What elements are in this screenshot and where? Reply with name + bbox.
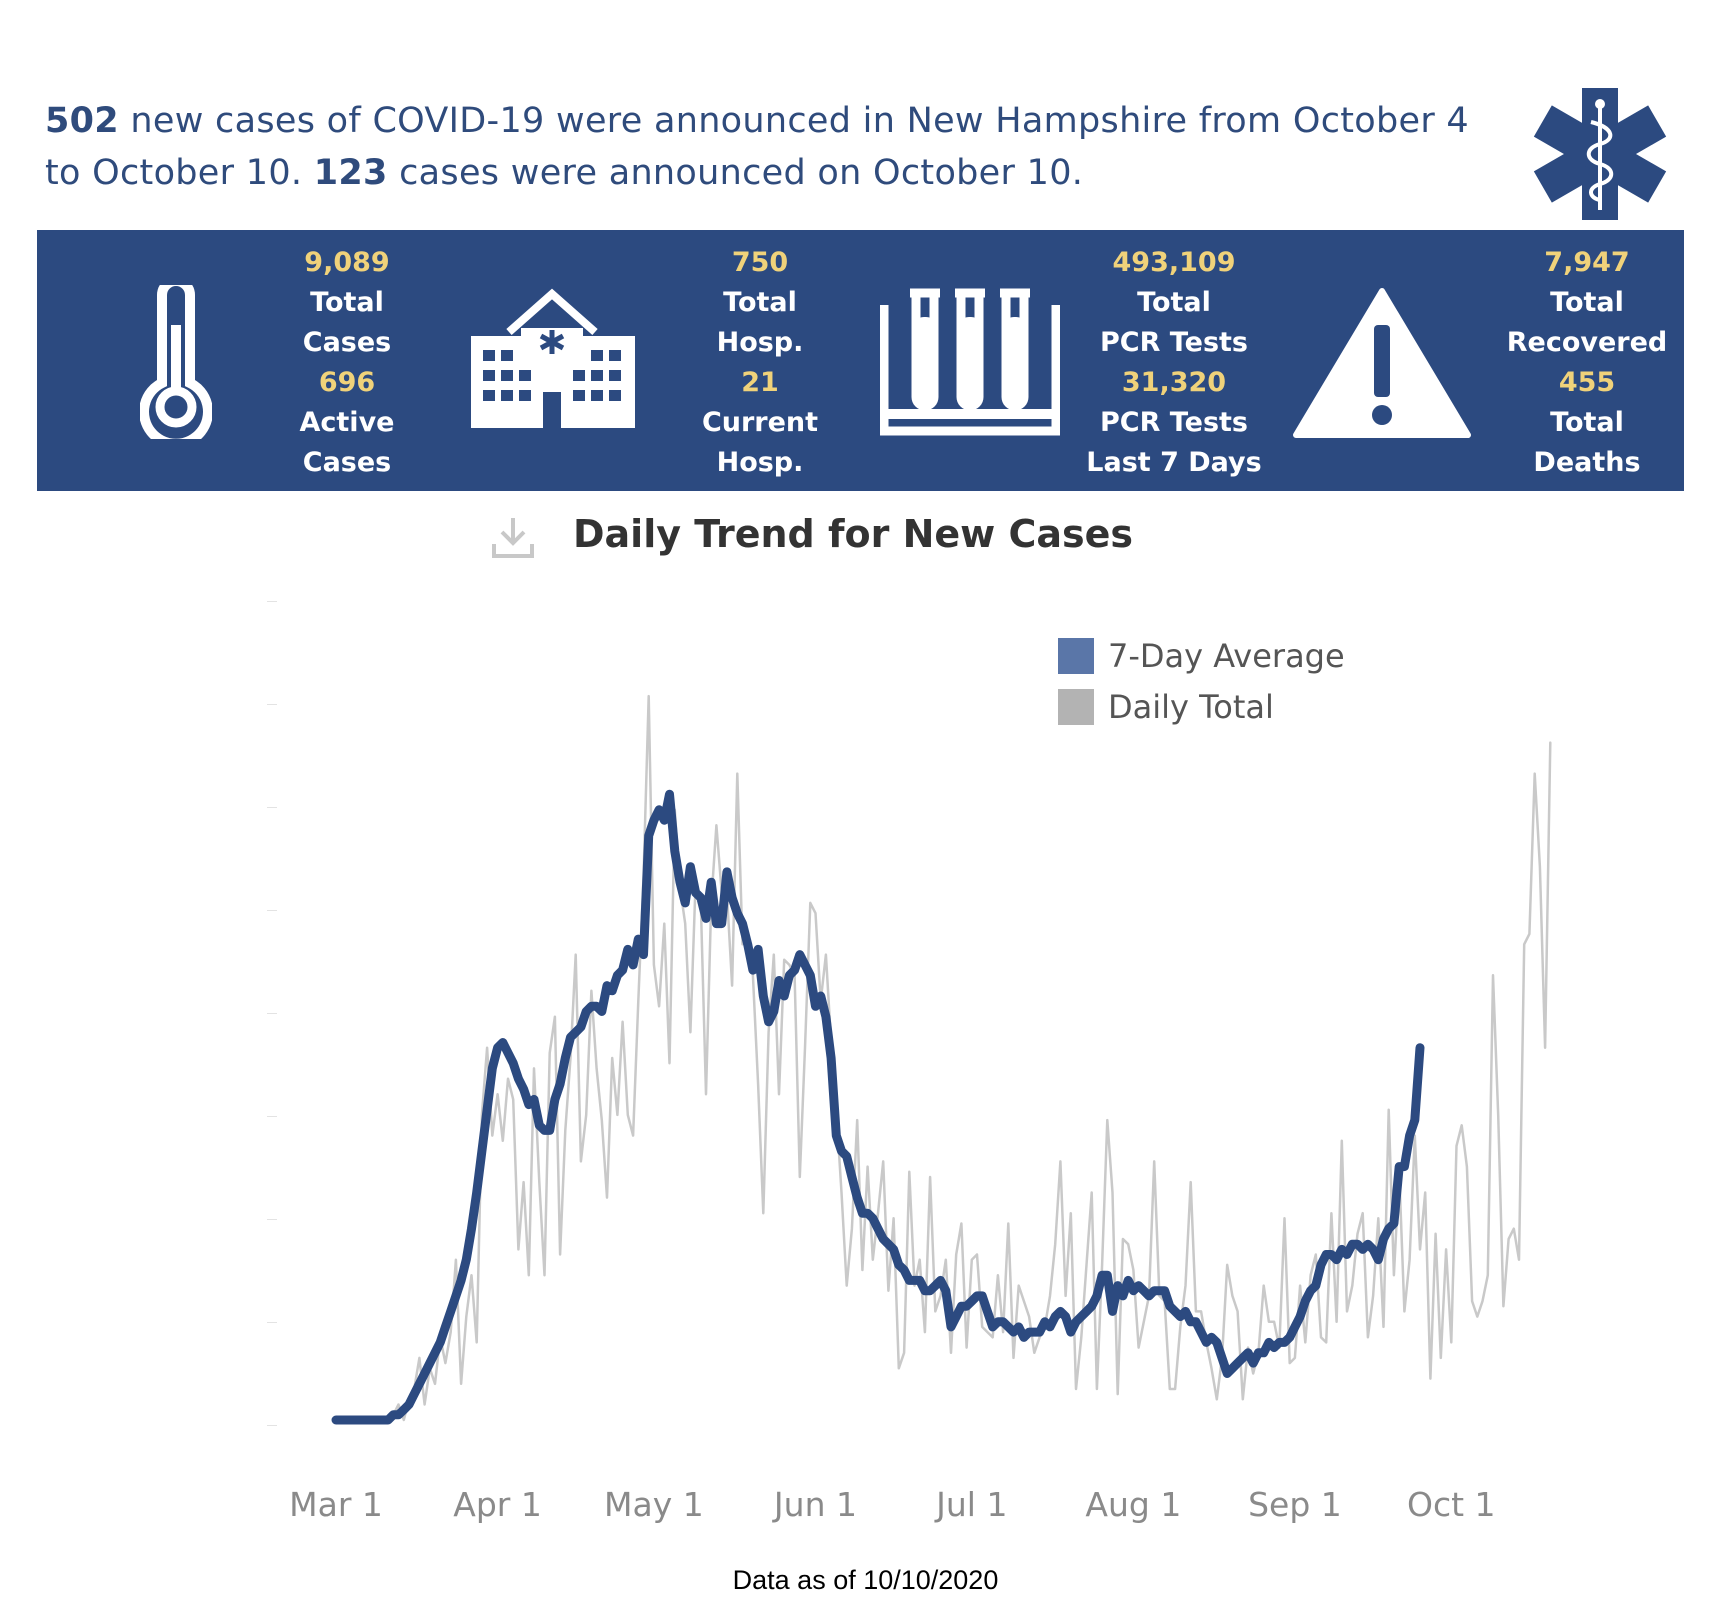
pcr-7day-label-1: PCR Tests	[1100, 407, 1248, 438]
pcr-7day-label-2: Last 7 Days	[1086, 447, 1262, 478]
chart-title: Daily Trend for New Cases	[573, 512, 1134, 556]
current-hosp-value: 21	[741, 367, 779, 398]
current-hosp-label-1: Current	[701, 407, 819, 438]
daily-case-count: 123	[313, 153, 388, 193]
stat-hospitalizations: 750 Total Hosp. 21 Current Hosp.	[650, 243, 870, 483]
active-cases-value: 696	[318, 367, 376, 398]
stat-pcr-tests: 493,109 Total PCR Tests 31,320 PCR Tests…	[1064, 243, 1284, 483]
x-tick-label: Apr 1	[453, 1485, 542, 1524]
star-of-life-icon	[1533, 88, 1667, 220]
headline-text-b: cases were announced on October 10.	[387, 153, 1084, 193]
download-icon[interactable]	[490, 514, 536, 560]
y-tick-mark	[267, 1013, 277, 1014]
headline: 502 new cases of COVID-19 were announced…	[45, 95, 1485, 199]
y-tick-mark	[267, 910, 277, 911]
total-pcr-value: 493,109	[1112, 247, 1236, 278]
current-hosp-label-2: Hosp.	[716, 447, 804, 478]
x-tick-label: Mar 1	[289, 1485, 383, 1524]
stat-outcomes: 7,947 Total Recovered 455 Total Deaths	[1477, 243, 1697, 483]
weekly-case-count: 502	[45, 101, 119, 141]
stats-banner: 9,089 Total Cases 696 Active Cases 750 T…	[37, 230, 1684, 491]
total-deaths-value: 455	[1558, 367, 1616, 398]
y-tick-mark	[267, 1425, 277, 1426]
stat-cases: 9,089 Total Cases 696 Active Cases	[237, 243, 457, 483]
total-deaths-label-1: Total	[1550, 407, 1624, 438]
y-tick-mark	[267, 1219, 277, 1220]
test-tubes-icon	[880, 288, 1060, 436]
y-tick-mark	[267, 1322, 277, 1323]
total-pcr-label-1: Total	[1137, 287, 1211, 318]
x-tick-label: Jul 1	[936, 1485, 1008, 1524]
total-hosp-label-2: Hosp.	[716, 327, 804, 358]
y-tick-mark	[267, 1116, 277, 1117]
active-cases-label-2: Cases	[302, 447, 392, 478]
legend-label-avg: 7-Day Average	[1108, 637, 1345, 675]
series-line-7-day-average	[331, 789, 1425, 1425]
total-recovered-value: 7,947	[1544, 247, 1630, 278]
total-cases-value: 9,089	[304, 247, 390, 278]
y-tick-mark	[267, 601, 277, 602]
total-pcr-label-2: PCR Tests	[1100, 327, 1248, 358]
y-tick-mark	[267, 704, 277, 705]
total-hosp-value: 750	[731, 247, 789, 278]
total-recovered-label-1: Total	[1550, 287, 1624, 318]
legend-swatch-avg	[1058, 638, 1094, 674]
x-tick-label: Sep 1	[1248, 1485, 1342, 1524]
x-tick-label: Jun 1	[773, 1485, 857, 1524]
series-line-daily-total	[334, 694, 1552, 1422]
total-deaths-label-2: Deaths	[1533, 447, 1641, 478]
total-cases-label-1: Total	[310, 287, 384, 318]
legend-item-daily[interactable]: Daily Total	[1058, 687, 1274, 727]
y-tick-mark	[267, 807, 277, 808]
headline-text-a: new cases of COVID-19 were announced in …	[45, 101, 1470, 193]
total-recovered-label-2: Recovered	[1506, 327, 1668, 358]
legend-swatch-daily	[1058, 689, 1094, 725]
pcr-7day-value: 31,320	[1121, 367, 1227, 398]
x-tick-label: Oct 1	[1406, 1485, 1496, 1524]
legend-label-daily: Daily Total	[1108, 688, 1274, 726]
total-hosp-label-1: Total	[723, 287, 797, 318]
thermometer-icon	[140, 285, 212, 439]
x-tick-label: May 1	[604, 1485, 704, 1524]
data-date-footer: Data as of 10/10/2020	[732, 1565, 999, 1595]
legend-item-avg[interactable]: 7-Day Average	[1058, 636, 1345, 676]
hospital-icon	[471, 288, 635, 428]
warning-icon	[1293, 288, 1471, 438]
total-cases-label-2: Cases	[302, 327, 392, 358]
x-tick-label: Aug 1	[1085, 1485, 1182, 1524]
active-cases-label-1: Active	[299, 407, 395, 438]
